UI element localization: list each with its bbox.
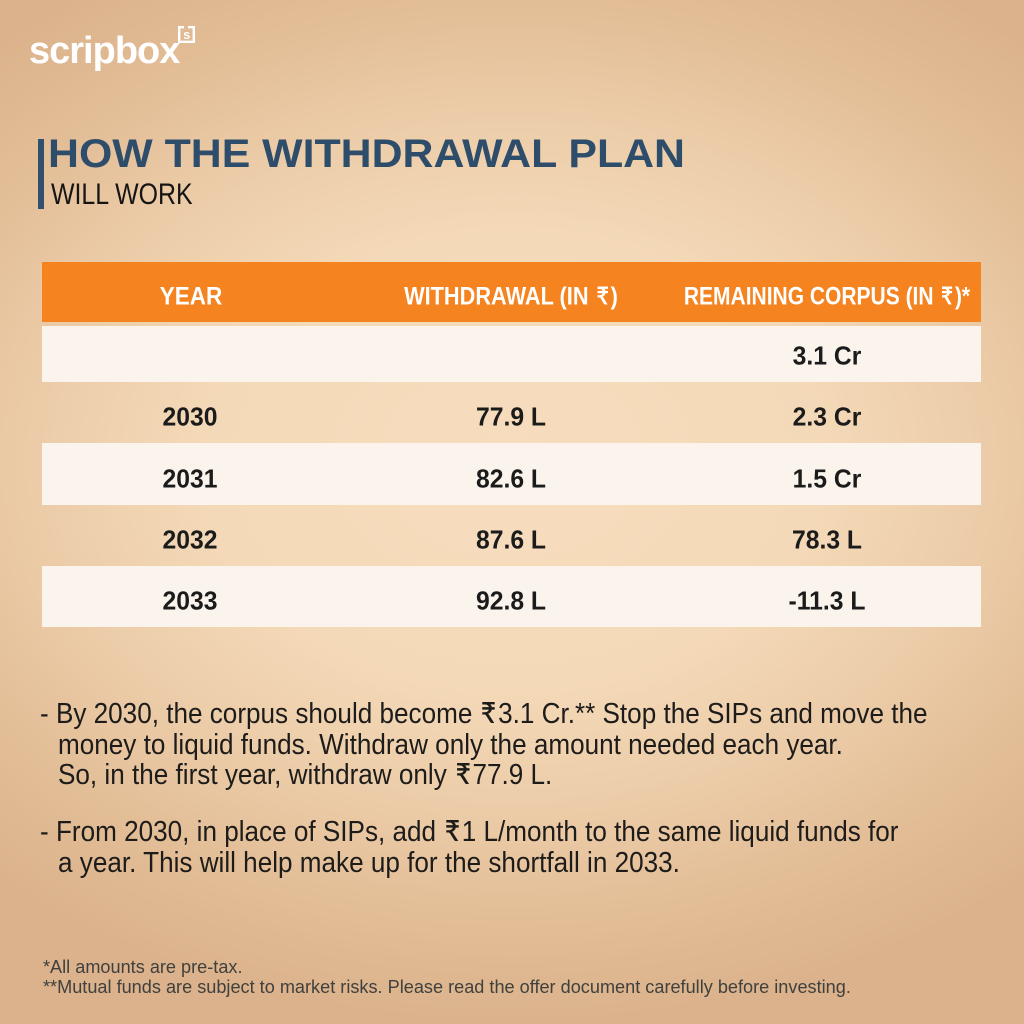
svg-text:s: s: [183, 28, 190, 42]
